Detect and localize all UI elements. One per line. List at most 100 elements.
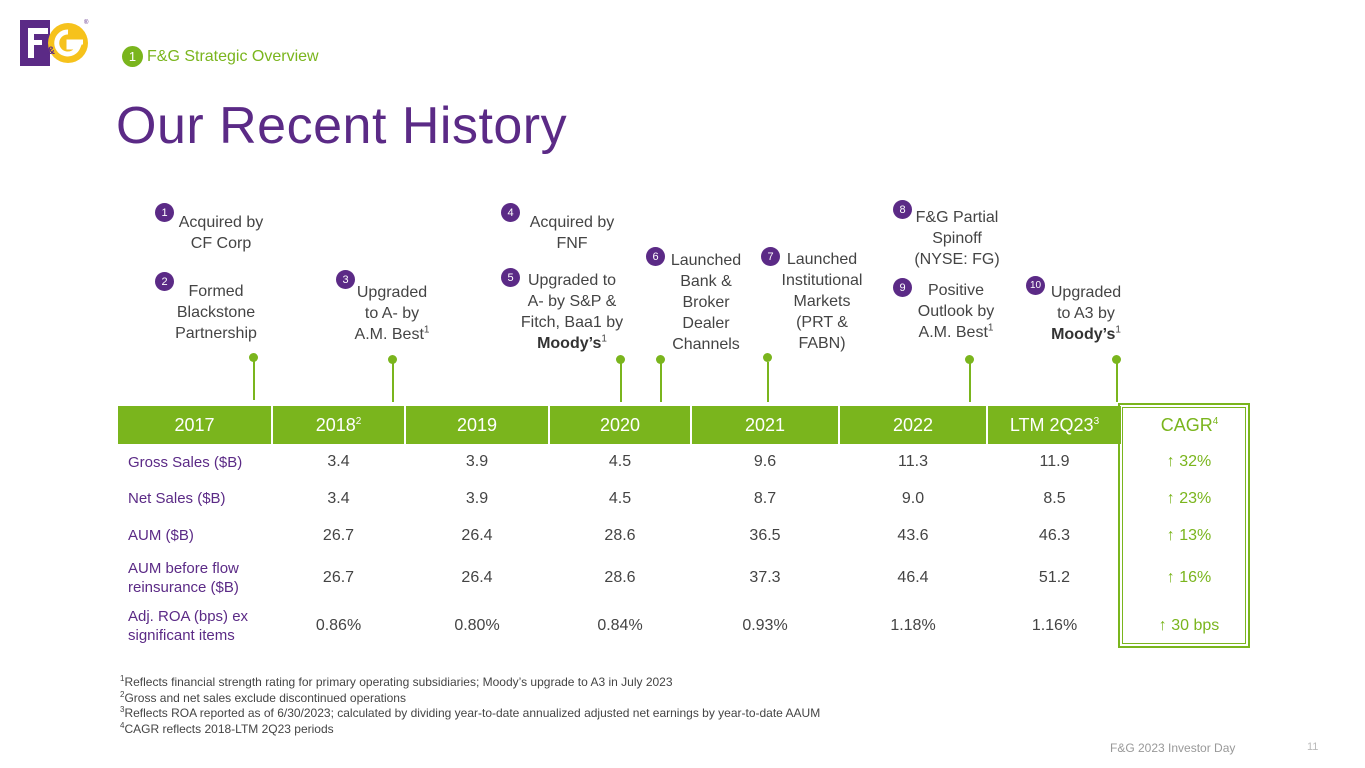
cagr-value: ↑ 16% [1166, 568, 1212, 586]
cell-value: 0.80% [454, 617, 500, 634]
cagr-column-inner-border [1122, 407, 1246, 644]
footnote-marker: 3 [120, 705, 125, 715]
table-row: Gross Sales ($B) 3.4 3.9 4.5 9.6 11.3 11.9 ↑ 32… [118, 444, 1256, 480]
footnote-ref: 4 [1212, 415, 1219, 427]
footnote-text: Gross and net sales exclude discontinued… [124, 690, 406, 705]
event-line: Fitch, Baa1 by [520, 314, 624, 331]
event-line: Blackstone [176, 304, 256, 321]
row-label: Adj. ROA (bps) ex significant items [128, 608, 249, 644]
timeline-event-9: Positive Outlook by A.M. Best1 [903, 280, 1009, 343]
table-row: AUM before flow reinsurance ($B) 26.7 26.4… [118, 554, 1256, 601]
timeline-event-3: Upgraded to A- by A.M. Best1 [336, 282, 448, 345]
timeline-event-6: Launched Bank & Broker Dealer Channels [660, 250, 752, 355]
footnotes: 1Reflects financial strength rating for … [120, 675, 820, 738]
logo-registered-mark: ® [84, 19, 89, 26]
event-line: Institutional [781, 272, 863, 289]
footnote-marker: 4 [120, 721, 125, 731]
header-year: 2021 [691, 406, 840, 444]
logo-ampersand: & [47, 45, 55, 57]
event-line-text: Moody’s [1051, 326, 1116, 343]
event-number-badge: 1 [155, 203, 174, 222]
timeline-dot [656, 355, 665, 364]
cagr-value: ↑ 13% [1166, 526, 1212, 544]
cell-value: 0.84% [597, 617, 643, 634]
cell-value: 8.7 [753, 489, 777, 507]
event-line-last: A.M. Best1 [903, 322, 1009, 343]
fg-logo: & ® [20, 18, 90, 68]
cell-value: 0.86% [315, 617, 362, 634]
event-line-last: Moody’s1 [512, 333, 632, 354]
header-text: 2018 [315, 414, 356, 435]
event-line: Partnership [175, 325, 257, 342]
event-number-badge: 8 [893, 200, 912, 219]
header-year: 20182 [272, 406, 406, 444]
cell-value: 4.5 [608, 489, 632, 507]
header-text: 2022 [892, 414, 934, 435]
event-line: Bank & [680, 273, 732, 290]
page-number: 11 [1307, 741, 1319, 753]
timeline-stem [660, 362, 662, 402]
footnote-ref: 3 [1093, 415, 1100, 427]
event-number-badge: 2 [155, 272, 174, 291]
header-text: 2019 [456, 414, 498, 435]
row-label: AUM ($B) [128, 527, 194, 544]
timeline-dot [249, 353, 258, 362]
event-line-text: A.M. Best [354, 326, 424, 343]
header-year: 2017 [118, 406, 273, 444]
cell-value: 26.4 [461, 568, 493, 586]
cell-value: 1.16% [1031, 617, 1078, 634]
footnote-text: Reflects ROA reported as of 6/30/2023; c… [124, 706, 821, 721]
header-text: 2021 [744, 414, 786, 435]
cell-value: 0.93% [742, 617, 788, 634]
event-line: Channels [672, 336, 740, 353]
cell-value: 36.5 [749, 526, 781, 544]
cell-value: 3.9 [465, 489, 489, 507]
footnote-text: CAGR reflects 2018-LTM 2Q23 periods [124, 722, 334, 737]
cell-value: 43.6 [897, 526, 929, 544]
footnote-ref: 1 [601, 333, 607, 345]
table-body: Gross Sales ($B) 3.4 3.9 4.5 9.6 11.3 11.9 ↑ 32… [118, 444, 1256, 651]
event-number-badge: 5 [501, 268, 520, 287]
event-line: F&G Partial [915, 209, 999, 226]
cagr-value: ↑ 23% [1166, 489, 1212, 507]
cell-value: 4.5 [608, 453, 632, 470]
cagr-column-border [1118, 403, 1250, 648]
timeline-event-5: Upgraded to A- by S&P & Fitch, Baa1 by Mood… [512, 270, 632, 354]
event-line-text: Moody’s [537, 335, 602, 352]
event-line: Formed [188, 283, 244, 300]
event-line: Broker [682, 294, 730, 311]
footnote-ref: 2 [355, 415, 362, 427]
event-number-badge: 6 [646, 247, 665, 266]
timeline-dot [965, 355, 974, 364]
section-label: F&G Strategic Overview [147, 47, 319, 65]
cell-value: 28.6 [604, 568, 636, 586]
footnote: 1Reflects financial strength rating for … [120, 675, 820, 691]
table-row: Net Sales ($B) 3.4 3.9 4.5 8.7 9.0 8.5 ↑ 23% [118, 480, 1256, 517]
event-line: Outlook by [917, 303, 995, 320]
cell-value: 3.4 [327, 453, 350, 470]
timeline-stem [620, 362, 622, 402]
header-cagr: CAGR4 [1122, 406, 1256, 444]
timeline-event-7: Launched Institutional Markets (PRT & FABN) [768, 249, 876, 354]
footnote-marker: 2 [120, 689, 125, 699]
timeline-event-1: Acquired by CF Corp [165, 212, 277, 254]
footnote: 2Gross and net sales exclude discontinue… [120, 689, 820, 707]
row-label: Net Sales ($B) [128, 490, 226, 507]
event-line: Acquired by [529, 214, 615, 231]
timeline-stem [1116, 362, 1118, 402]
header-year: LTM 2Q233 [987, 406, 1123, 444]
timeline-stem [767, 362, 769, 402]
timeline-event-4: Acquired by FNF [516, 212, 628, 254]
cell-value: 8.5 [1043, 489, 1066, 507]
footnote-marker: 1 [120, 674, 125, 683]
cell-value: 46.3 [1038, 526, 1071, 544]
header-text: 2020 [599, 414, 641, 435]
event-line: Positive [927, 282, 985, 299]
footer-label: F&G 2023 Investor Day [1110, 741, 1236, 755]
footnote-ref: 1 [1115, 324, 1121, 336]
event-number-badge: 3 [336, 270, 355, 289]
timeline-stem [392, 362, 394, 402]
page-title: Our Recent History [116, 97, 568, 155]
timeline-event-2: Formed Blackstone Partnership [160, 281, 272, 344]
event-line: FABN) [798, 335, 846, 352]
